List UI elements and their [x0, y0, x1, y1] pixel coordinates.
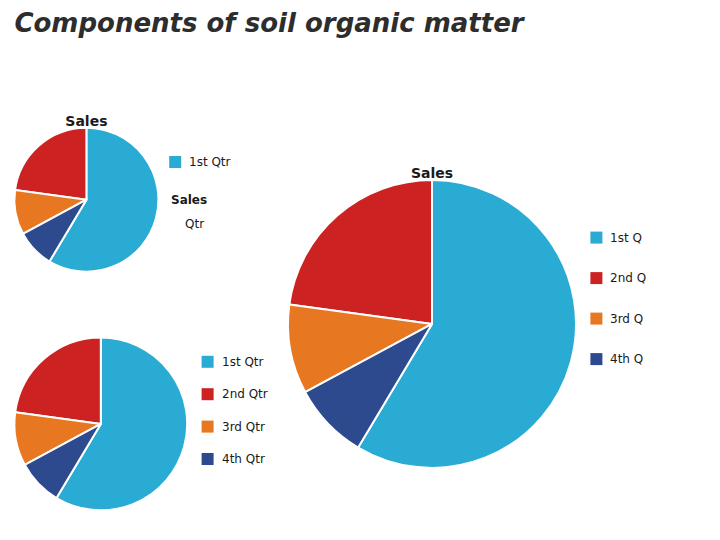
svg-text:1st Qtr: 1st Qtr	[189, 155, 231, 169]
svg-text:4th Qtr: 4th Qtr	[222, 452, 265, 466]
svg-text:Sales: Sales	[65, 113, 107, 129]
svg-text:Sales: Sales	[171, 193, 207, 207]
svg-text:3rd Q: 3rd Q	[610, 312, 643, 326]
svg-text:4th Q: 4th Q	[610, 352, 643, 366]
svg-text:2nd Q: 2nd Q	[610, 271, 646, 285]
svg-text:1st Qtr: 1st Qtr	[222, 355, 264, 369]
svg-text:2nd Qtr: 2nd Qtr	[222, 387, 268, 401]
svg-text:3rd Qtr: 3rd Qtr	[222, 420, 265, 434]
svg-text:Components of soil organic mat: Components of soil organic matter	[14, 8, 525, 38]
svg-text:Qtr: Qtr	[185, 217, 204, 231]
svg-text:Sales: Sales	[411, 165, 453, 181]
svg-text:1st Q: 1st Q	[610, 231, 642, 245]
